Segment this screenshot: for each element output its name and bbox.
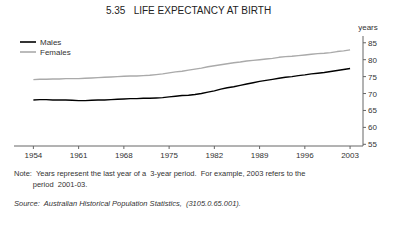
source: Source: Australian Historical Population… [14,199,241,208]
x-tick [350,146,351,149]
x-axis [14,146,363,147]
x-tick-label: 1996 [296,151,314,160]
y-tick [363,59,366,60]
y-tick-label: 60 [368,123,377,132]
y-tick-label: 65 [368,106,377,115]
series-line [33,50,350,80]
chart: 5.35 LIFE EXPECTANCY AT BIRTH 1954 1961 196… [0,0,397,227]
x-tick-label: 1968 [115,151,133,160]
y-tick [363,127,366,128]
legend-label: Females [40,48,71,57]
y-tick-label: 55 [368,140,377,149]
y-axis [363,36,364,146]
x-tick [214,146,215,149]
note: period 2001-03. [14,180,87,189]
series-line [33,68,350,100]
y-tick-label: 85 [368,39,377,48]
y-tick [363,144,366,145]
y-axis-label: years [358,23,378,32]
y-tick [363,42,366,43]
note: Note: Years represent the last year of a… [14,169,305,178]
x-tick [123,146,124,149]
title: 5.35 LIFE EXPECTANCY AT BIRTH [106,5,271,16]
x-tick-label: 1954 [24,151,42,160]
x-tick [33,146,34,149]
x-tick [259,146,260,149]
x-tick-label: 1982 [205,151,223,160]
y-tick [363,110,366,111]
legend-swatch [20,41,36,43]
y-tick-label: 70 [368,90,377,99]
legend-label: Males [40,38,61,47]
x-tick-label: 1989 [251,151,269,160]
y-tick [363,93,366,94]
x-tick-label: 1961 [70,151,88,160]
x-tick [169,146,170,149]
legend-swatch [20,51,36,53]
y-tick-label: 80 [368,56,377,65]
x-tick-label: 2003 [341,151,359,160]
y-tick [363,76,366,77]
x-tick [304,146,305,149]
plot-area [33,50,350,101]
y-tick-label: 75 [368,73,377,82]
x-tick-label: 1975 [160,151,178,160]
legend: MalesFemales [20,38,71,57]
x-tick [78,146,79,149]
